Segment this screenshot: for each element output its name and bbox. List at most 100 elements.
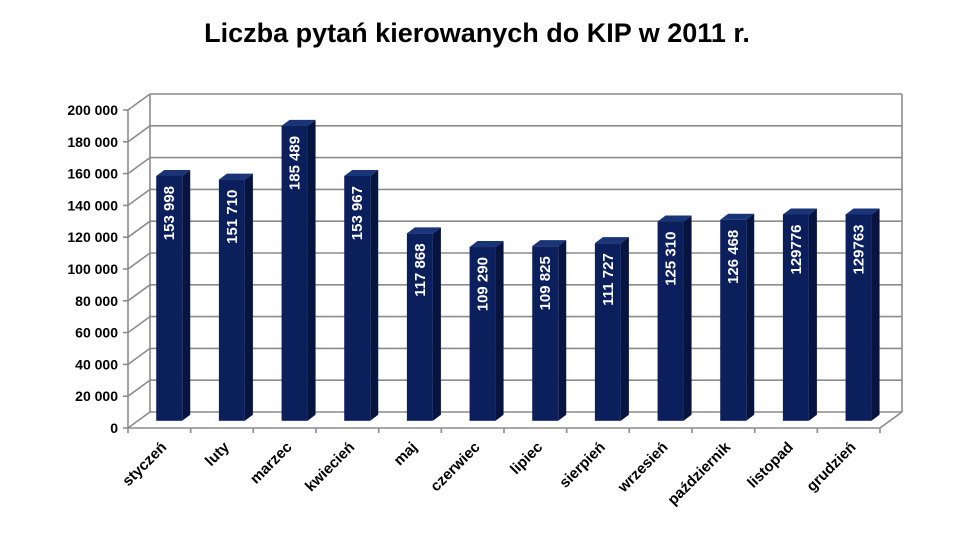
bar-front <box>344 175 371 421</box>
data-label: 151 710 <box>224 190 241 244</box>
bar-side <box>182 169 191 421</box>
bar-side <box>432 227 441 421</box>
bar-side <box>558 240 567 421</box>
bar-10 <box>720 213 755 421</box>
bar-front <box>281 125 308 421</box>
bar-side <box>746 213 755 421</box>
bar-side <box>683 215 692 421</box>
y-tick-label: 180 000 <box>67 134 118 150</box>
y-tick-label: 140 000 <box>67 197 118 213</box>
bar-front <box>406 233 433 421</box>
bar-side <box>495 241 504 421</box>
x-tick-label: wrzesień <box>614 439 672 497</box>
bar-3 <box>281 119 316 421</box>
bar-top <box>156 169 191 176</box>
data-label: 129763 <box>851 224 868 274</box>
bar-top <box>657 215 692 222</box>
data-label: 109 290 <box>475 257 492 311</box>
x-tick-label: styczeń <box>119 439 170 490</box>
bar-9 <box>657 215 692 421</box>
bar-side <box>307 119 316 421</box>
gridline-connector <box>127 347 151 366</box>
x-tick-label: październik <box>664 438 734 508</box>
bar-side <box>244 173 253 421</box>
gridline-connector <box>127 125 151 143</box>
x-tick-label: luty <box>202 438 233 469</box>
bar-side <box>808 208 817 421</box>
gridline-connector <box>127 156 151 175</box>
data-label: 185 489 <box>287 136 304 190</box>
bar-front <box>218 179 245 421</box>
y-tick-label: 100 000 <box>67 261 118 277</box>
x-tick-label: sierpień <box>556 439 609 492</box>
gridline-connector <box>127 252 151 270</box>
bar-12 <box>845 208 880 421</box>
bar-front <box>532 246 559 421</box>
gridline-connector <box>127 220 151 238</box>
bar-top <box>782 208 817 215</box>
data-label: 125 310 <box>663 232 680 286</box>
label-layer: 0 20 000 40 000 60 000 80 000 100 000 120 000 1… <box>67 102 867 509</box>
bar-top <box>218 173 253 180</box>
data-label: 126 468 <box>725 230 742 284</box>
bar-front <box>469 247 496 421</box>
x-tick-label: marzec <box>247 439 296 488</box>
gridline-connector <box>127 315 151 334</box>
bar-top <box>720 213 755 220</box>
bar-front <box>720 219 747 421</box>
bar-side <box>620 237 629 421</box>
bar-layer <box>156 119 880 421</box>
data-label: 129776 <box>788 224 805 274</box>
bar-side <box>370 169 379 421</box>
x-tick-label: listopad <box>744 439 797 492</box>
y-tick-label: 80 000 <box>75 293 118 309</box>
data-label: 117 868 <box>412 243 429 296</box>
y-tick-label: 40 000 <box>75 356 118 372</box>
bar-top <box>281 119 316 126</box>
y-tick-label: 200 000 <box>67 102 118 118</box>
x-tick-label: kwiecień <box>302 439 358 495</box>
bar-1 <box>156 169 191 421</box>
gridline-connector <box>127 188 151 207</box>
bar-top <box>469 241 504 248</box>
y-tick-label: 60 000 <box>75 325 118 341</box>
bar-11 <box>782 208 817 421</box>
bar-top <box>845 208 880 215</box>
y-tick-label: 0 <box>110 420 118 436</box>
y-tick-label: 160 000 <box>67 166 118 182</box>
bar-side <box>871 208 880 421</box>
data-label: 153 967 <box>349 186 366 240</box>
bar-top <box>594 237 629 244</box>
floor-right-edge <box>879 411 903 429</box>
bar-4 <box>344 169 379 421</box>
data-label: 111 727 <box>600 253 617 306</box>
bar-top <box>344 169 379 176</box>
data-label: 109 825 <box>537 256 554 310</box>
x-tick-label: maj <box>391 439 421 469</box>
bar-6 <box>469 241 504 421</box>
x-tick-label: grudzień <box>803 439 859 495</box>
gridline-connector <box>127 93 151 111</box>
bar-front <box>845 214 872 421</box>
grid-layer <box>127 93 903 429</box>
bar-front <box>782 214 809 421</box>
bar-top <box>532 240 567 247</box>
gridline-connector <box>127 411 151 429</box>
bar-7 <box>532 240 567 421</box>
y-tick-label: 20 000 <box>75 388 118 404</box>
bar-8 <box>594 237 629 421</box>
bar-5 <box>406 227 441 421</box>
gridline-connector <box>127 379 151 397</box>
bar-top <box>406 227 441 234</box>
axis-layer <box>123 109 903 433</box>
bar-front <box>594 243 621 421</box>
bar-2 <box>218 173 253 421</box>
y-tick-label: 120 000 <box>67 229 118 245</box>
chart-title: Liczba pytań kierowanych do KIP w 2011 r… <box>204 18 750 48</box>
data-label: 153 998 <box>161 186 178 240</box>
bar-front <box>657 221 684 421</box>
gridline-connector <box>127 284 151 302</box>
bar-front <box>156 175 183 421</box>
x-tick-label: czerwiec <box>427 439 483 495</box>
